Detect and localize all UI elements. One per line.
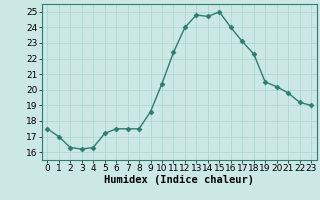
X-axis label: Humidex (Indice chaleur): Humidex (Indice chaleur) — [104, 175, 254, 185]
